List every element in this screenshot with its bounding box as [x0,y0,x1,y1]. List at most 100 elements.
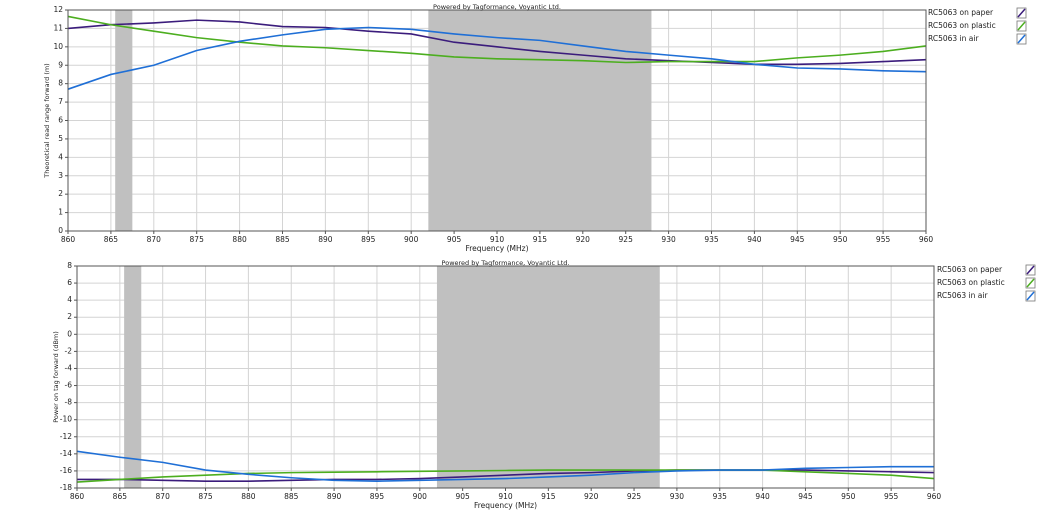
x-tick-label: 860 [61,235,76,244]
series-line [67,26,927,90]
x-tick-label: 890 [327,492,342,501]
legend-label: RC5063 in air [937,291,988,300]
x-tick-label: 915 [533,235,548,244]
series-line [76,450,934,482]
y-tick-label: 2 [58,189,63,198]
legend-swatch-line [1017,34,1026,44]
y-tick-label: -14 [60,449,72,458]
x-tick-label: 880 [232,235,247,244]
x-tick-label: 905 [447,235,462,244]
y-tick-label: -12 [60,432,72,441]
x-tick-label: 865 [104,235,119,244]
y-tick-label: -10 [60,415,72,424]
x-tick-label: 910 [498,492,513,501]
chart-title: Powered by Tagformance, Voyantic Ltd. [433,3,561,11]
x-tick-label: 870 [156,492,171,501]
series-line [67,15,927,64]
x-tick-label: 925 [627,492,642,501]
y-tick-label: 7 [58,97,63,106]
y-tick-label: 4 [58,152,63,161]
y-tick-label: 0 [58,226,63,235]
y-tick-label: 6 [58,116,63,125]
x-tick-label: 895 [361,235,376,244]
x-tick-label: 955 [876,235,891,244]
y-axis-label: Theoretical read range forward (m) [43,63,51,178]
x-tick-label: 865 [113,492,128,501]
x-tick-label: 920 [584,492,599,501]
x-tick-label: 905 [455,492,470,501]
x-tick-label: 945 [798,492,813,501]
shaded-band [428,10,652,231]
x-tick-label: 885 [275,235,290,244]
legend-swatch-line [1017,8,1026,18]
x-tick-label: 960 [927,492,942,501]
y-tick-label: 3 [58,171,63,180]
x-tick-label: 950 [833,235,848,244]
y-tick-label: -2 [65,346,73,355]
y-axis-label: Power on tag forward (dBm) [52,331,60,423]
y-tick-label: -6 [65,381,73,390]
x-tick-label: 900 [404,235,419,244]
y-tick-label: 11 [53,23,63,32]
x-tick-label: 875 [198,492,213,501]
legend-swatch-line [1026,278,1035,288]
shaded-band [115,10,133,231]
y-tick-label: 0 [67,329,72,338]
y-tick-label: 2 [67,312,72,321]
y-tick-label: -4 [65,363,73,372]
x-tick-label: 875 [190,235,205,244]
series-line [77,469,935,482]
y-tick-label: 8 [67,261,72,270]
chart-title: Powered by Tagformance, Voyantic Ltd. [442,259,570,267]
x-tick-label: 930 [670,492,685,501]
series-line [67,19,927,66]
legend-label: RC5063 on plastic [928,21,996,30]
legend-swatch-line [1026,291,1035,301]
y-tick-label: -8 [65,398,73,407]
plot-frame [76,265,935,489]
x-tick-label: 940 [747,235,762,244]
x-tick-label: 950 [841,492,856,501]
y-tick-label: -16 [60,466,72,475]
y-tick-label: 4 [67,295,72,304]
y-tick-label: 5 [58,134,63,143]
series-line [76,469,935,483]
x-tick-label: 880 [241,492,256,501]
legend-label: RC5063 on plastic [937,278,1005,287]
y-tick-label: 9 [58,60,63,69]
x-axis-label: Frequency (MHz) [465,244,528,253]
x-tick-label: 870 [147,235,162,244]
x-tick-label: 955 [884,492,899,501]
x-tick-label: 890 [318,235,333,244]
x-tick-label: 895 [370,492,385,501]
legend-swatch-line [1026,265,1035,275]
x-axis-label: Frequency (MHz) [474,501,537,510]
x-tick-label: 935 [713,492,728,501]
legend-label: RC5063 in air [928,34,979,43]
x-tick-label: 935 [704,235,719,244]
x-tick-label: 930 [661,235,676,244]
x-tick-label: 925 [619,235,634,244]
y-tick-label: 12 [53,5,63,14]
legend-label: RC5063 on paper [937,265,1003,274]
y-tick-label: 8 [58,79,63,88]
legend-swatch-line [1017,21,1026,31]
legend-label: RC5063 on paper [928,8,994,17]
y-tick-label: 1 [58,208,63,217]
x-tick-label: 920 [576,235,591,244]
y-tick-label: -18 [60,483,72,492]
x-tick-label: 915 [541,492,556,501]
plot-frame [67,9,927,232]
x-tick-label: 900 [413,492,428,501]
x-tick-label: 960 [919,235,934,244]
x-tick-label: 940 [755,492,770,501]
x-tick-label: 860 [70,492,85,501]
x-tick-label: 945 [790,235,805,244]
y-tick-label: 10 [53,42,63,51]
x-tick-label: 910 [490,235,505,244]
x-tick-label: 885 [284,492,299,501]
shaded-band [124,266,142,488]
shaded-band [436,266,660,488]
y-tick-label: 6 [67,278,72,287]
